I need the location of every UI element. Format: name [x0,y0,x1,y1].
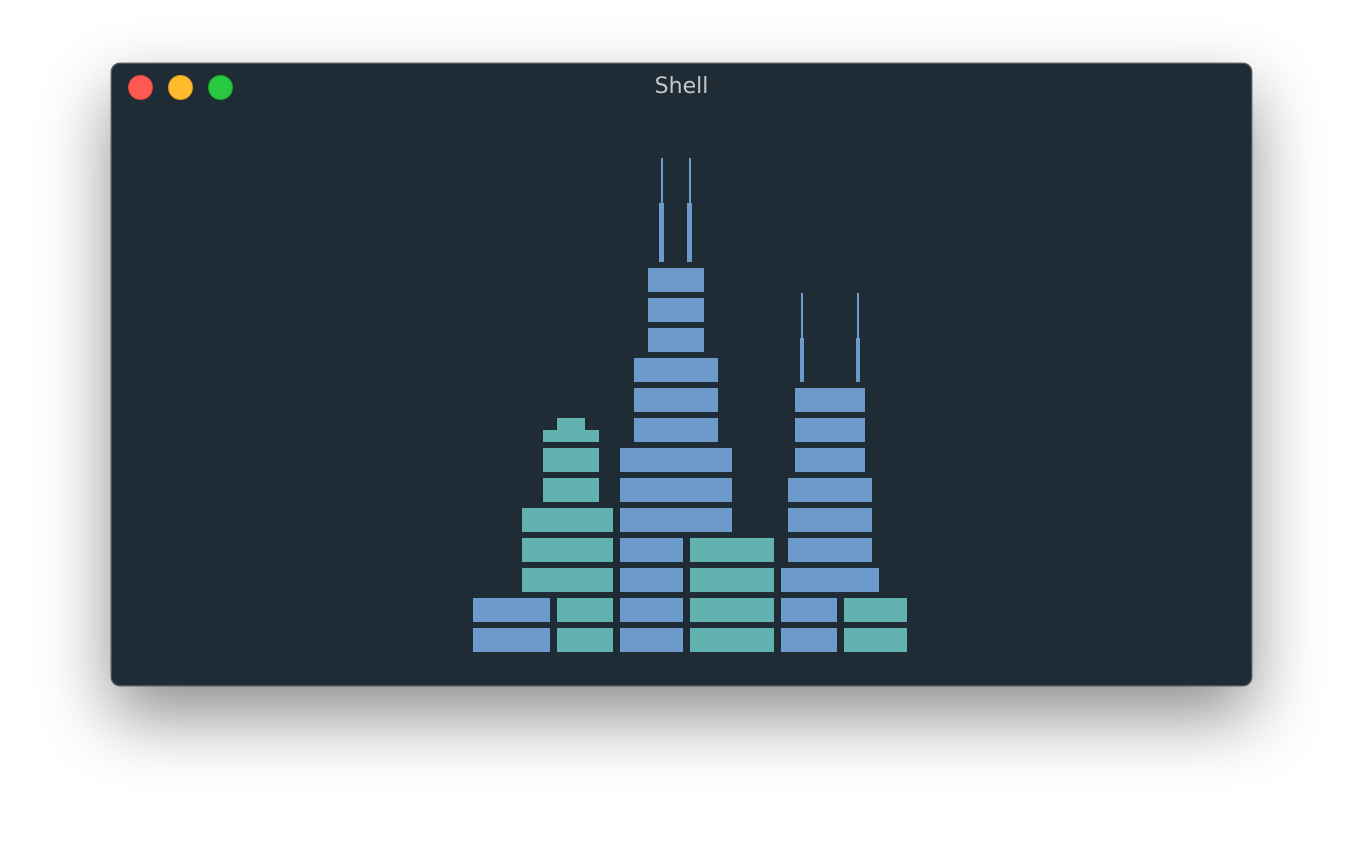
skyline-block [689,158,691,203]
skyline-block [801,293,803,338]
skyline-block [557,628,613,652]
window-title: Shell [654,74,709,99]
skyline-block [795,448,865,472]
skyline-block [857,293,859,338]
skyline-block [620,598,683,622]
skyline-block [620,478,732,502]
skyline-block [522,538,613,562]
skyline-block [522,508,613,532]
skyline-block [781,568,879,592]
close-button[interactable] [128,75,153,100]
skyline-block [788,508,872,532]
skyline-block [648,268,704,292]
skyline-block [620,568,683,592]
skyline-block [620,508,732,532]
skyline-block [690,598,774,622]
skyline-block [543,430,599,442]
skyline-block [648,328,704,352]
skyline-block [690,538,774,562]
skyline-block [661,158,663,203]
skyline-block [473,628,550,652]
skyline-block [781,598,837,622]
skyline-block [634,418,718,442]
skyline-block [620,628,683,652]
skyline-block [856,338,860,382]
terminal-output[interactable] [112,110,1251,685]
skyline-block [844,628,907,652]
skyline-block [473,598,550,622]
skyline-block [620,538,683,562]
skyline-block [788,538,872,562]
skyline-block [690,628,774,652]
terminal-window: Shell [111,63,1252,686]
skyline-block [788,478,872,502]
skyline-art [473,158,907,652]
zoom-button[interactable] [208,75,233,100]
skyline-block [781,628,837,652]
skyline-block [795,418,865,442]
skyline-block [557,418,585,430]
skyline-block [543,478,599,502]
skyline-block [634,388,718,412]
skyline-block [522,568,613,592]
skyline-block [634,358,718,382]
skyline-block [659,203,664,262]
skyline-block [543,448,599,472]
skyline-block [620,448,732,472]
skyline-block [844,598,907,622]
skyline-block [687,203,692,262]
skyline-block [648,298,704,322]
skyline-block [690,568,774,592]
title-bar[interactable]: Shell [112,64,1251,110]
minimize-button[interactable] [168,75,193,100]
skyline-block [795,388,865,412]
skyline-block [557,598,613,622]
skyline-block [800,338,804,382]
